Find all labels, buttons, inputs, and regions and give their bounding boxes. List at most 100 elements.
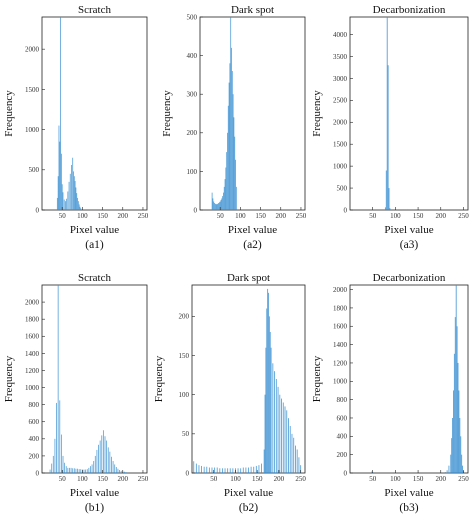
histogram-bar <box>454 317 456 473</box>
histogram-bar <box>56 402 57 473</box>
histogram-bar <box>71 164 72 210</box>
histogram-bar <box>69 173 71 210</box>
histogram-bar <box>233 117 235 210</box>
histogram-bar <box>88 467 90 473</box>
histogram-bar <box>217 203 219 210</box>
y-tick-label: 0 <box>344 206 348 214</box>
histogram-bar <box>282 402 284 473</box>
histogram-bar <box>218 202 220 210</box>
histogram-bar <box>117 468 119 473</box>
histogram-bar <box>460 436 462 473</box>
histogram-bar <box>211 467 213 473</box>
panel-caption: (b2) <box>239 502 258 514</box>
histogram-bar <box>72 468 74 473</box>
histogram-bar <box>384 207 386 210</box>
y-tick-label: 400 <box>29 435 40 443</box>
y-tick-label: 2000 <box>333 119 348 127</box>
histogram-bar <box>274 371 276 473</box>
histogram-bar <box>115 467 117 473</box>
histogram-bar <box>281 398 282 473</box>
histogram-bar <box>98 444 99 473</box>
y-tick-label: 300 <box>187 91 198 99</box>
histogram-bar <box>212 198 214 210</box>
histogram-bar <box>79 206 81 210</box>
histogram-bar <box>90 466 91 473</box>
histogram-bar <box>264 394 266 473</box>
histogram-bar <box>458 390 460 473</box>
y-tick-label: 1000 <box>333 163 348 171</box>
histogram-bar <box>232 94 234 210</box>
histogram-bar <box>231 71 233 210</box>
bars <box>193 288 302 473</box>
histogram-bar <box>277 386 279 473</box>
y-tick-label: 200 <box>179 313 190 321</box>
histogram-bar <box>223 186 225 210</box>
histogram-bar <box>219 201 221 210</box>
histogram-bar <box>298 457 300 473</box>
histogram-bar <box>83 469 85 473</box>
axes-box <box>349 284 469 474</box>
y-tick-label: 2000 <box>25 298 40 306</box>
histogram-bar <box>119 470 120 473</box>
x-tick-label: 100 <box>77 212 88 220</box>
y-tick-label: 1000 <box>25 384 40 392</box>
histogram-bar <box>229 63 231 210</box>
histogram-bar <box>229 468 231 473</box>
histogram-bar <box>450 454 452 473</box>
histogram-bar <box>206 466 208 473</box>
histogram-bar <box>221 468 223 473</box>
histogram-bar <box>293 437 295 473</box>
histogram-bar <box>272 363 274 473</box>
histogram-bar <box>253 466 255 473</box>
histogram-bar <box>102 430 104 473</box>
y-tick-label: 1600 <box>25 333 40 341</box>
y-axis-label: Frequency <box>153 355 165 402</box>
histogram-bar <box>193 461 195 473</box>
x-tick-label: 150 <box>413 212 424 220</box>
y-tick-label: 800 <box>337 396 348 404</box>
y-tick-label: 2500 <box>333 97 348 105</box>
histogram-bar <box>62 192 64 210</box>
histogram-bar <box>106 440 108 473</box>
histogram-bar <box>57 176 59 210</box>
bars <box>384 17 391 210</box>
x-tick-label: 100 <box>230 475 241 483</box>
histogram-bar <box>63 199 65 210</box>
histogram-bar <box>77 201 79 210</box>
histogram-bar <box>120 470 122 473</box>
y-axis-label: Frequency <box>311 355 323 402</box>
x-tick-label: 100 <box>390 212 401 220</box>
histogram-bar <box>69 467 70 473</box>
y-tick-label: 400 <box>337 433 348 441</box>
histogram-bar <box>300 465 302 473</box>
histogram-bar <box>452 417 454 473</box>
histogram-bar <box>73 171 74 210</box>
histogram-bar <box>388 188 390 210</box>
y-tick-label: 500 <box>187 13 198 21</box>
histogram-bar <box>77 468 78 473</box>
histogram-bar <box>453 353 455 473</box>
y-tick-label: 100 <box>187 168 198 176</box>
histogram-bar <box>77 197 78 210</box>
x-tick-label: 200 <box>118 475 129 483</box>
x-axis-label: Pixel value <box>384 487 433 499</box>
histogram-bar <box>214 203 216 210</box>
histogram-bar <box>224 179 226 210</box>
x-tick-label: 250 <box>295 475 306 483</box>
histogram-bar <box>242 467 244 473</box>
x-tick-label: 50 <box>59 212 67 220</box>
panel-title: Scratch <box>78 4 111 16</box>
x-axis-label: Pixel value <box>228 224 277 236</box>
y-tick-label: 1500 <box>25 86 40 94</box>
histogram-bar <box>261 463 262 473</box>
histogram-bar <box>112 461 114 473</box>
y-tick-label: 1200 <box>25 367 40 375</box>
histogram-bar <box>451 438 453 473</box>
histogram-bar <box>73 176 75 210</box>
y-axis-label: Frequency <box>311 90 323 137</box>
histogram-bar <box>73 468 75 473</box>
histogram-bar <box>222 196 224 210</box>
histogram-bar <box>123 471 125 473</box>
histogram-bar <box>455 285 457 473</box>
